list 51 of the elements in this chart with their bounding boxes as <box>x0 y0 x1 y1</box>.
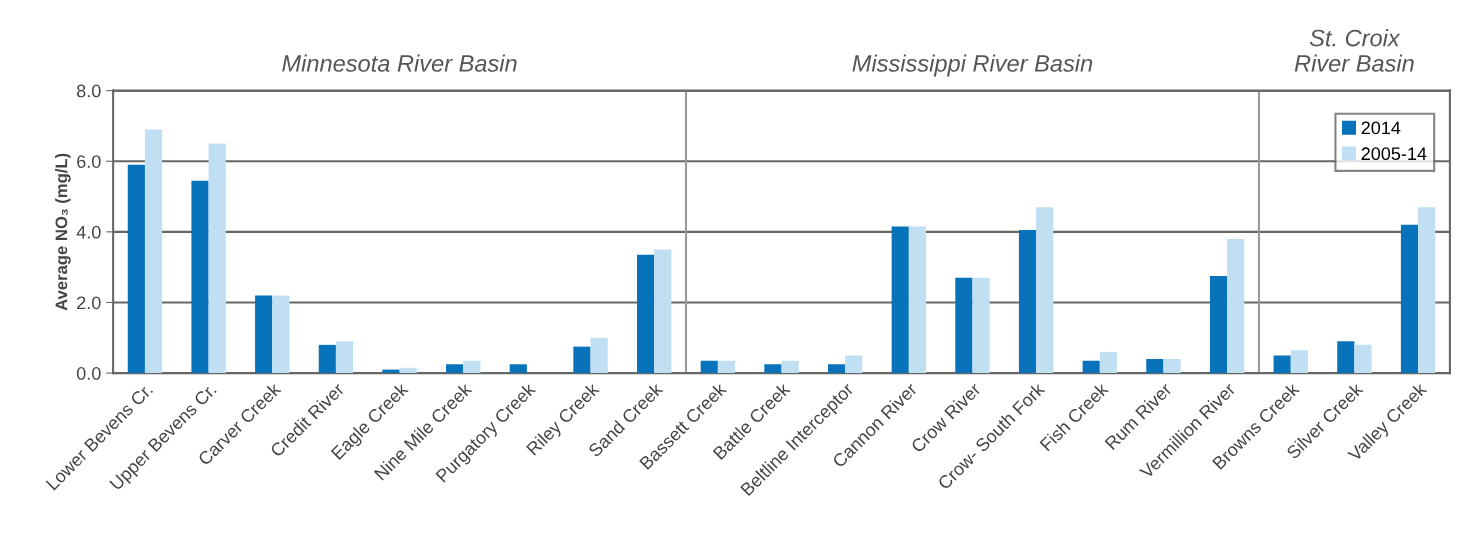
bar <box>191 180 209 374</box>
text: St. Croix River Basin <box>1294 29 1414 72</box>
bar <box>318 344 336 374</box>
bar <box>590 337 608 374</box>
bar <box>891 226 909 374</box>
text: Minnesota River Basin <box>282 54 517 72</box>
bar <box>1163 358 1181 374</box>
bar <box>573 346 591 374</box>
bar <box>845 355 863 374</box>
bar <box>1400 224 1419 374</box>
bar <box>399 367 417 374</box>
bar <box>272 295 290 374</box>
bar <box>1018 230 1037 374</box>
bar <box>1227 238 1245 374</box>
text: Mississippi River Basin <box>852 54 1093 77</box>
bar <box>1209 275 1228 374</box>
y-tick-label: 0.0 <box>76 367 101 380</box>
bar <box>463 360 481 374</box>
bar <box>637 254 655 374</box>
bar <box>1099 351 1117 374</box>
bar <box>1418 207 1436 374</box>
bar <box>955 277 973 374</box>
bar <box>1036 207 1054 374</box>
bar <box>509 364 527 374</box>
bar <box>700 360 718 374</box>
y-tick-label: 2.0 <box>77 296 101 310</box>
bar <box>972 277 990 374</box>
bar <box>1354 344 1372 374</box>
bar <box>1273 355 1291 374</box>
bar <box>446 364 464 374</box>
bar <box>1290 350 1308 374</box>
bar <box>127 164 145 374</box>
y-tick-label: 6.0 <box>77 155 101 168</box>
legend-label: 2014 <box>1361 121 1401 135</box>
y-tick-label: 8.0 <box>76 84 101 98</box>
bar <box>335 341 354 374</box>
bar <box>717 360 736 374</box>
y-tick-label: 4.0 <box>76 225 101 239</box>
bar <box>764 364 782 374</box>
bar <box>208 143 226 374</box>
bar <box>144 129 163 374</box>
y-axis-title: Average NO₃ (mg/L) <box>55 153 71 311</box>
bar <box>1337 341 1355 374</box>
bar <box>255 295 273 374</box>
bar <box>1146 358 1164 374</box>
bar <box>1082 360 1100 374</box>
legend-label: 2005-14 <box>1361 147 1427 161</box>
bar <box>654 249 672 374</box>
bar <box>827 364 846 374</box>
bar <box>908 226 927 374</box>
bar <box>781 360 799 374</box>
